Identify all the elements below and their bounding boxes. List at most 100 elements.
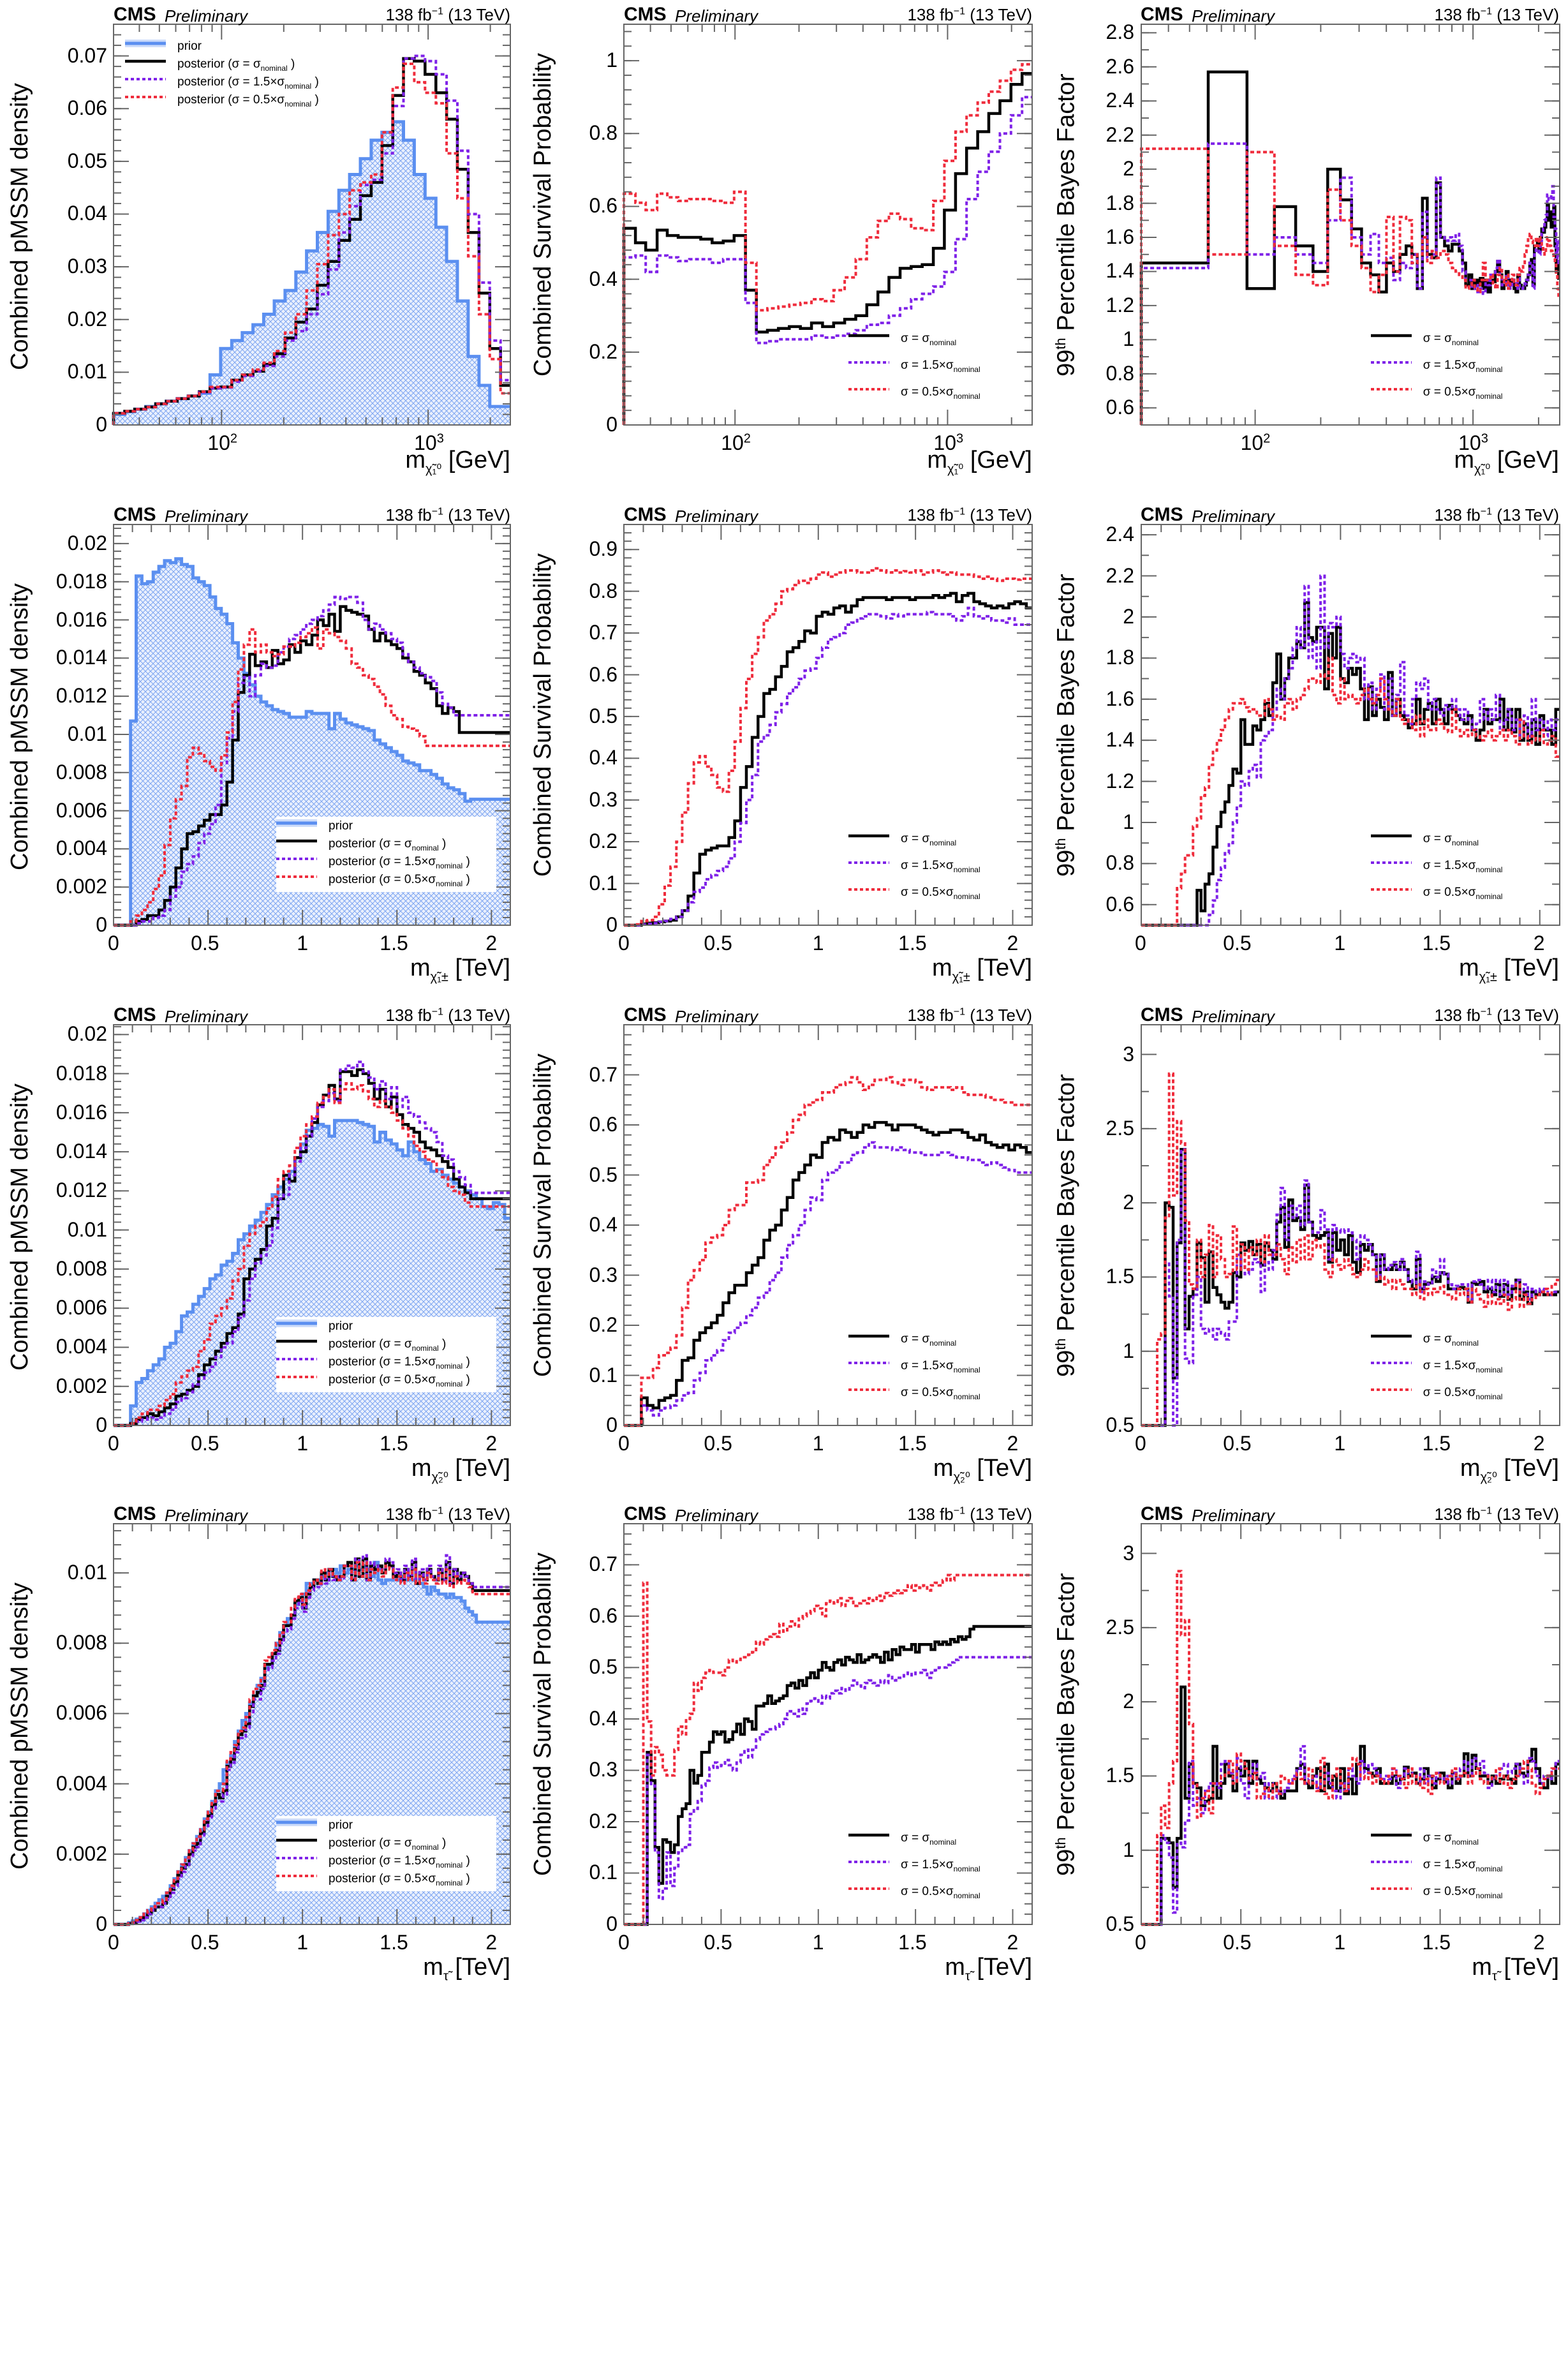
luminosity-label: 138 fb−1 (13 TeV) — [907, 505, 1032, 524]
y-tick-label: 0.006 — [55, 1296, 107, 1320]
legend-swatch-wide — [276, 1358, 317, 1360]
plot-area — [1141, 524, 1560, 927]
legend-entry-narrow: σ = 0.5×σnominal — [1370, 384, 1524, 401]
series-wide — [112, 54, 510, 425]
y-tick-label: 0.008 — [55, 1631, 107, 1655]
luminosity-label: 138 fb−1 (13 TeV) — [385, 5, 510, 24]
cms-label: CMS — [114, 1004, 156, 1025]
chart-panel-r4c1: 0 0.002 0.004 0.006 0.008 0.01 0 0.5 1 1.5 2 CMS Pre… — [0, 1499, 523, 1996]
luminosity-label: 138 fb−1 (13 TeV) — [907, 1505, 1032, 1524]
legend-swatch-narrow — [276, 1875, 317, 1877]
x-tick-label: 0 — [618, 1432, 630, 1455]
y-tick-label: 0.8 — [1106, 361, 1134, 385]
legend-swatch-wide — [1370, 1861, 1412, 1863]
y-axis-label: Combined pMSSM density — [6, 1083, 33, 1371]
x-axis-label: mχ̃₂⁰ [TeV] — [933, 1455, 1032, 1485]
y-tick-label: 1.8 — [1106, 646, 1134, 669]
y-tick-label: 0.2 — [589, 829, 618, 853]
x-tick-label: 0.5 — [191, 932, 219, 955]
x-tick-label: 0.5 — [1223, 1931, 1252, 1954]
legend-label: posterior (σ = σnominal ) — [329, 1836, 447, 1852]
series-narrow — [1141, 1570, 1560, 1926]
luminosity-label: 138 fb−1 (13 TeV) — [1434, 5, 1559, 24]
legend: σ = σnominal σ = 1.5×σnominal σ = 0.5×σnom… — [1370, 1330, 1524, 1414]
legend-swatch-nominal — [1370, 334, 1412, 338]
y-tick-label: 0 — [606, 1912, 618, 1935]
y-tick-label: 1 — [1123, 1339, 1134, 1362]
legend-entry-wide: posterior (σ = 1.5×σnominal ) — [276, 1853, 496, 1870]
x-tick-label: 2 — [485, 932, 498, 955]
y-tick-label: 0.6 — [589, 194, 618, 218]
y-tick-label: 0 — [606, 413, 618, 436]
x-tick-label: 1 — [1334, 932, 1346, 955]
y-tick-label: 0.7 — [589, 621, 618, 644]
legend-swatch-narrow — [1370, 888, 1412, 891]
x-axis-label: mχ̃₁± [TeV] — [931, 955, 1032, 985]
chart-panel-r1c1: 0 0.01 0.02 0.03 0.04 0.05 0.06 0.07 102 103 CMS Pr… — [0, 0, 523, 496]
y-tick-label: 2.4 — [1106, 89, 1134, 112]
legend-label: σ = 0.5×σnominal — [901, 886, 980, 901]
y-tick-label: 0.004 — [55, 837, 107, 860]
luminosity-label: 138 fb−1 (13 TeV) — [1434, 505, 1559, 524]
plot-frame — [623, 24, 1033, 426]
legend-entry-wide: posterior (σ = 1.5×σnominal ) — [276, 854, 496, 870]
y-tick-label: 0.014 — [55, 646, 107, 669]
plot-area — [1139, 24, 1560, 426]
y-axis-label: Combined Survival Probability — [529, 553, 556, 877]
y-tick-label: 0.5 — [1106, 1912, 1134, 1935]
x-tick-label: 0.5 — [1223, 932, 1252, 955]
legend-swatch-prior — [276, 1320, 317, 1327]
legend: σ = σnominal σ = 1.5×σnominal σ = 0.5×σnom… — [848, 1829, 1002, 1913]
x-tick-label: 1.5 — [898, 1432, 927, 1455]
y-tick-label: 0.1 — [589, 1861, 618, 1884]
cms-label: CMS — [1141, 1004, 1183, 1025]
y-tick-label: 0.006 — [55, 798, 107, 822]
x-tick-label: 1.5 — [380, 1432, 408, 1455]
legend-label: posterior (σ = 0.5×σnominal ) — [329, 1872, 470, 1887]
series-wide — [1141, 1744, 1560, 1926]
legend-swatch-narrow — [1370, 388, 1412, 390]
legend-label: σ = 1.5×σnominal — [901, 859, 980, 874]
x-tick-label: 0 — [618, 932, 630, 955]
y-tick-label: 1.8 — [1106, 191, 1134, 214]
preliminary-label: Preliminary — [1192, 1506, 1275, 1525]
chart-panel-r4c2: 0 0.1 0.2 0.3 0.4 0.5 0.6 0.7 0 0.5 1 1.5 2 CMS Prelim… — [523, 1499, 1046, 1996]
y-tick-label: 0.014 — [55, 1140, 107, 1163]
y-tick-label: 0.02 — [67, 531, 107, 554]
cms-label: CMS — [624, 4, 667, 25]
y-tick-label: 2.2 — [1106, 123, 1134, 146]
series-wide — [623, 96, 1032, 425]
series-narrow — [114, 626, 510, 926]
x-tick-label: 0 — [1135, 932, 1146, 955]
legend-entry-narrow: σ = 0.5×σnominal — [848, 1884, 1002, 1900]
y-tick-label: 0.07 — [67, 43, 107, 67]
y-tick-label: 0.1 — [589, 1363, 618, 1387]
x-axis-label: mτ̃ [TeV] — [945, 1954, 1032, 1984]
legend-entry-wide: σ = 1.5×σnominal — [1370, 858, 1524, 874]
legend-label: prior — [329, 1320, 353, 1333]
preliminary-label: Preliminary — [165, 6, 248, 26]
legend-label: posterior (σ = 0.5×σnominal ) — [329, 873, 470, 888]
plot-area — [623, 1523, 1033, 1926]
legend-label: prior — [329, 819, 353, 833]
legend-swatch-nominal — [276, 839, 317, 843]
y-tick-label: 0.016 — [55, 607, 107, 631]
legend: σ = σnominal σ = 1.5×σnominal σ = 0.5×σnom… — [848, 1330, 1002, 1414]
chart-panel-r3c1: 0 0.002 0.004 0.006 0.008 0.01 0.012 0.014 0.016… — [0, 1000, 523, 1497]
legend-swatch-wide — [125, 78, 166, 80]
legend-entry-nominal: σ = σnominal — [848, 1830, 1002, 1847]
luminosity-label: 138 fb−1 (13 TeV) — [1434, 1505, 1559, 1524]
series-wide — [114, 595, 510, 926]
legend-swatch-wide — [276, 858, 317, 860]
x-axis-label: mτ̃ [TeV] — [423, 1954, 510, 1984]
legend: σ = σnominal σ = 1.5×σnominal σ = 0.5×σnom… — [1370, 329, 1524, 413]
y-tick-label: 2 — [1123, 157, 1134, 181]
legend-label: posterior (σ = σnominal ) — [177, 57, 295, 73]
legend-label: posterior (σ = 1.5×σnominal ) — [329, 1854, 470, 1870]
y-tick-label: 0 — [606, 1413, 618, 1436]
y-tick-label: 3 — [1123, 1042, 1134, 1066]
series-nominal — [624, 1120, 1032, 1427]
preliminary-label: Preliminary — [675, 6, 758, 26]
legend-entry-narrow: σ = 0.5×σnominal — [848, 384, 1002, 401]
series-nominal — [624, 591, 1032, 927]
